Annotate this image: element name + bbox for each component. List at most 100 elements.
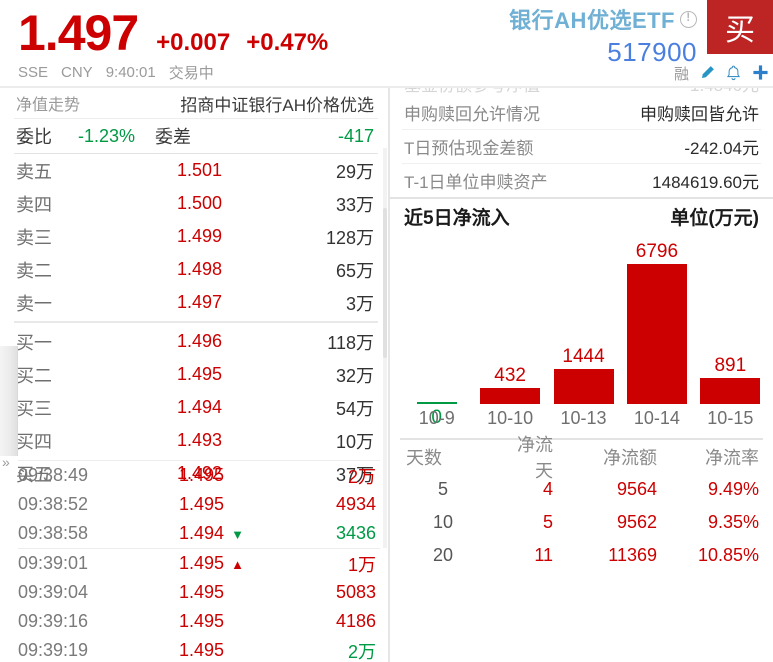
info-value: -242.04元 [684, 139, 759, 158]
tick-price-value: 1.495 [178, 582, 224, 602]
add-to-watchlist-icon[interactable] [752, 64, 769, 85]
list-item[interactable]: 09:39:19 1.495 2万 [0, 636, 390, 662]
bell-icon-svg [726, 65, 741, 80]
bar-column[interactable]: 432 [473, 236, 546, 404]
tick-price-value: 1.495 [178, 494, 224, 514]
expand-chevron-icon[interactable]: » [2, 454, 10, 470]
table-row[interactable]: 卖二 1.498 65万 [0, 253, 388, 286]
bid-label: 买二 [16, 365, 52, 386]
ask-volume: 65万 [335, 260, 374, 281]
edit-icon[interactable] [700, 65, 715, 84]
margin-trading-icon[interactable]: 融 [673, 66, 689, 83]
x-tick-label: 10-13 [560, 408, 607, 428]
bid-price: 1.495 [176, 364, 222, 384]
table-row[interactable]: 买二 1.495 32万 [0, 358, 388, 391]
tick-volume: 4186 [335, 611, 376, 631]
tick-price-value: 1.495 [178, 611, 224, 631]
table-row[interactable]: 卖三 1.499 128万 [0, 220, 388, 253]
buy-button-label: 买 [725, 14, 755, 47]
info-icon[interactable] [680, 10, 697, 28]
table-row[interactable]: 5 4 9564 9.49% [390, 473, 773, 506]
table-row[interactable]: 买一 1.496 118万 [0, 325, 388, 358]
chart-x-axis: 10-9 10-10 10-13 10-14 10-15 [400, 408, 767, 438]
tick-time: 09:39:04 [18, 582, 89, 602]
section-title: 近5日净流入 [404, 207, 510, 229]
net-inflow-bar-chart: 0 432 1444 6796 [400, 233, 767, 438]
list-item[interactable]: 09:39:16 1.495 4186 [0, 607, 390, 636]
list-item[interactable]: 09:39:04 1.495 5083 [0, 578, 390, 607]
table-row[interactable]: 卖四 1.500 33万 [0, 187, 388, 220]
table-row: T-1日单位申赎资产 1484619.60元 [390, 164, 773, 197]
table-row[interactable]: 买五 1.492 37万 [0, 457, 388, 490]
weibi-divider [14, 153, 378, 154]
list-item[interactable]: 09:38:49 1.495 2万 [0, 461, 390, 490]
bid-label: 买五 [16, 464, 52, 485]
bar-rect [416, 402, 457, 404]
bar-value-label: 0 [431, 407, 442, 428]
ask-volume: 3万 [345, 293, 374, 314]
ask-price: 1.498 [176, 259, 222, 279]
tick-time: 09:38:52 [18, 494, 89, 514]
tick-group-divider [18, 548, 380, 549]
x-tick-label: 10-15 [707, 408, 754, 428]
fund-name-text: 银行AH优选ETF [509, 8, 675, 33]
tick-price-value: 1.495 [178, 640, 224, 660]
table-row[interactable]: 卖一 1.497 3万 [0, 286, 388, 319]
bar-column[interactable]: 1444 [547, 236, 620, 404]
ask-price: 1.497 [176, 292, 222, 312]
list-item[interactable]: 09:39:01 1.495 ▲ 1万 [0, 549, 390, 578]
bid-volume: 54万 [335, 398, 374, 419]
order-ratio-value: -1.23% [78, 125, 136, 146]
tab-index-name[interactable]: 招商中证银行AH价格优选 [180, 95, 374, 115]
tick-volume: 5083 [335, 582, 376, 602]
sidebar-collapse-handle[interactable] [0, 346, 18, 456]
table-row[interactable]: 10 5 9562 9.35% [390, 506, 773, 539]
bar-column[interactable]: 891 [694, 236, 767, 404]
tick-time: 09:38:58 [18, 523, 89, 543]
table-row: 申购赎回允许情况 申购赎回皆允许 [390, 96, 773, 129]
table-row[interactable]: 买四 1.493 10万 [0, 424, 388, 457]
tick-time: 09:38:49 [18, 465, 89, 485]
row-divider [402, 163, 761, 164]
order-diff-value: -417 [337, 125, 374, 146]
column-header-days: 天数 [406, 447, 442, 468]
list-item[interactable]: 09:38:58 1.494 ▼ 3436 [0, 519, 390, 548]
fund-name[interactable]: 银行AH优选ETF [509, 3, 697, 35]
bar-value-label: 432 [494, 365, 526, 386]
flow-table-divider [400, 438, 763, 440]
tick-time: 09:39:19 [18, 640, 89, 660]
market-status: 交易中 [168, 65, 214, 82]
table-row[interactable]: 买三 1.494 54万 [0, 391, 388, 424]
buy-button[interactable]: 买 [707, 0, 773, 54]
tick-price-value: 1.495 [178, 553, 224, 573]
trade-tick-list: 09:38:49 1.495 2万 09:38:52 1.495 4934 [0, 460, 390, 662]
list-item[interactable]: 09:38:52 1.495 4934 [0, 490, 390, 519]
row-divider [402, 129, 761, 130]
info-value: 1484619.60元 [652, 173, 759, 192]
order-ratio-row: 委比 -1.23% 委差 -417 [0, 119, 388, 153]
tab-nav-trend[interactable]: 净值走势 [16, 97, 81, 114]
bar-column[interactable]: 0 [400, 236, 473, 427]
bid-price: 1.493 [176, 430, 222, 450]
bar-rect [480, 388, 541, 404]
tabrow-divider [14, 118, 378, 119]
column-header-net-days: 净流天 [517, 434, 553, 481]
tick-price: 1.495 ▲ [142, 553, 284, 574]
bar-column[interactable]: 6796 [620, 236, 693, 404]
table-row[interactable]: 20 11 11369 10.85% [390, 539, 773, 572]
ask-volume: 29万 [335, 161, 374, 182]
table-row[interactable]: 卖五 1.501 29万 [0, 154, 388, 187]
info-key: 申购赎回允许情况 [404, 105, 540, 124]
ask-price: 1.501 [176, 160, 222, 180]
cell-days: 5 [437, 479, 448, 499]
tick-price: 1.495 [142, 582, 284, 603]
ask-volume: 128万 [325, 227, 374, 248]
section-unit: 单位(万元) [670, 207, 759, 229]
x-tick-label: 10-10 [487, 408, 534, 428]
bid-label: 买四 [16, 431, 52, 452]
left-scrollbar-thumb[interactable] [383, 208, 387, 358]
alert-bell-icon[interactable] [726, 65, 741, 85]
ask-label: 卖五 [16, 161, 52, 182]
fund-code: 517900 [607, 37, 697, 67]
tick-price: 1.495 [142, 465, 284, 486]
